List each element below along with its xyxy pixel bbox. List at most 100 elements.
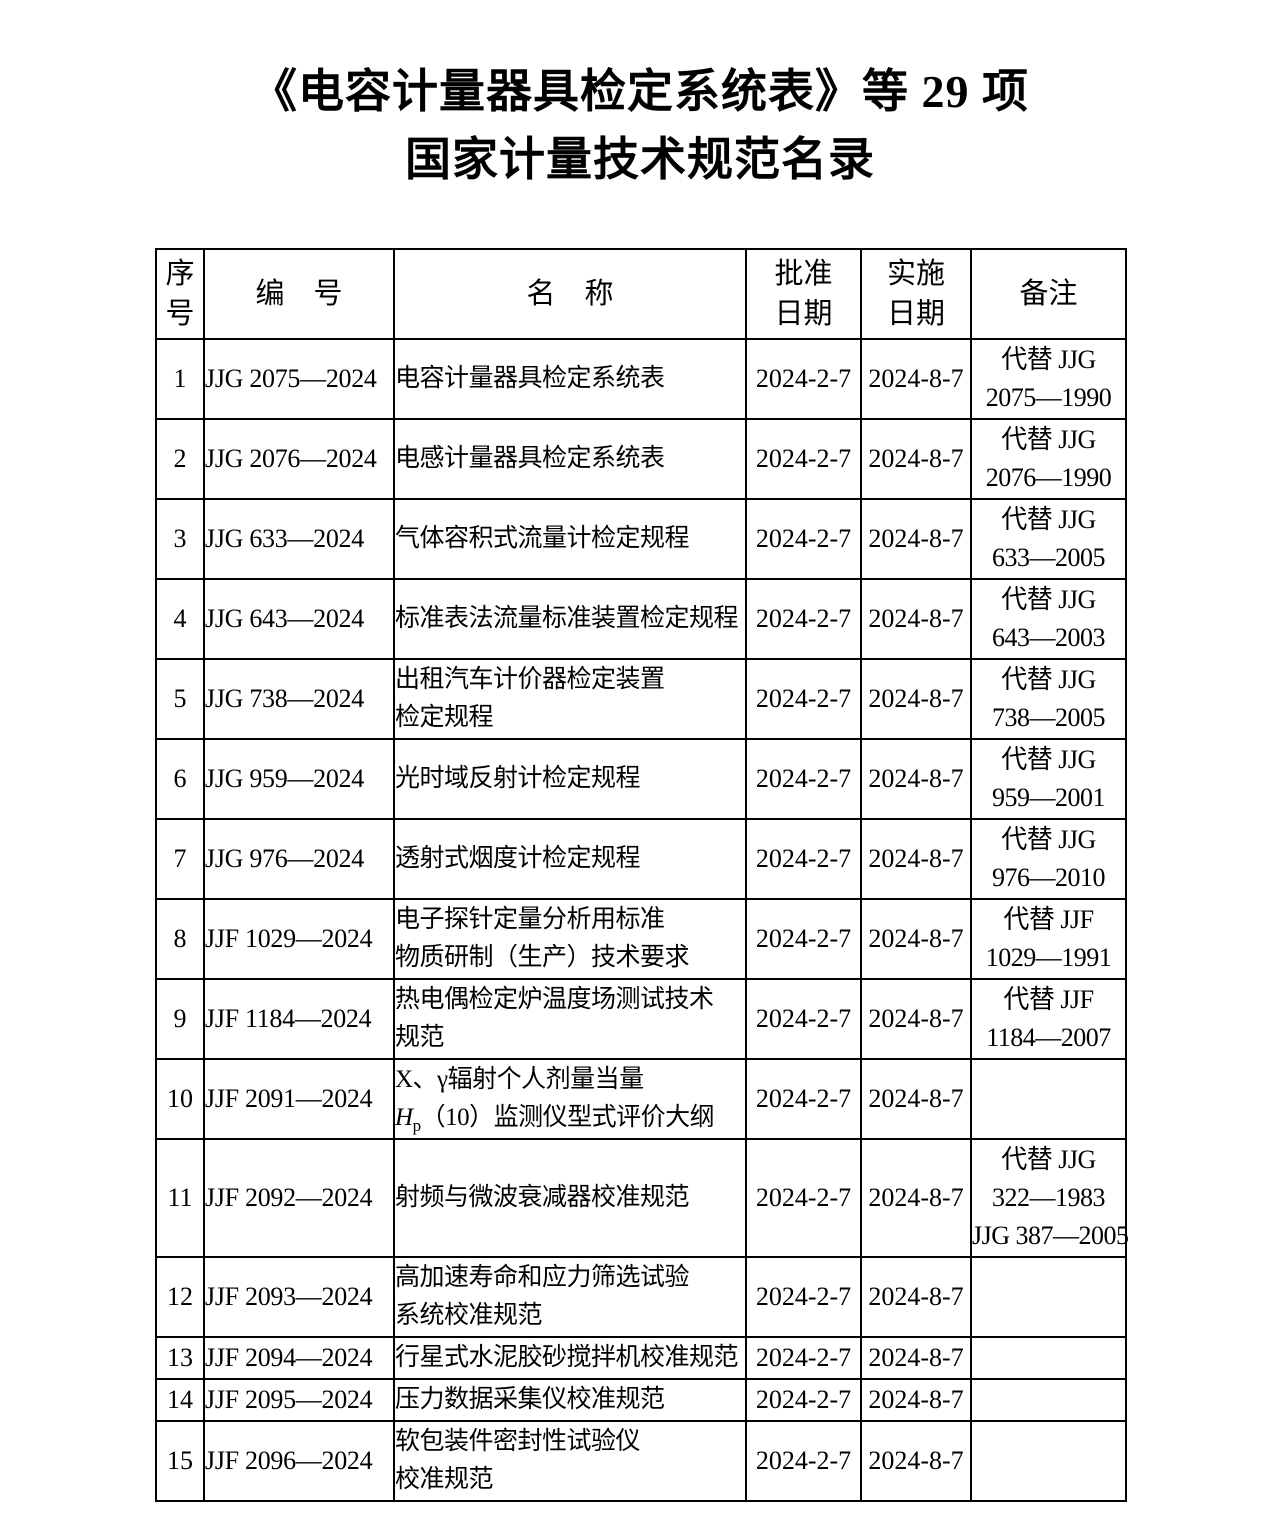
- row-approval-date-cell: 2024-2-7: [745, 1138, 862, 1258]
- row-remark-cell: 代替 JJG 322—1983 JJG 387—2005: [970, 1138, 1129, 1258]
- row-remark-cell: 代替 JJG 738—2005: [970, 658, 1127, 740]
- row-name-cell: 热电偶检定炉温度场测试技术 规范: [393, 978, 747, 1060]
- row-impl-date-cell: 2024-8-7: [860, 898, 972, 980]
- row-remark-cell: 代替 JJG 2076—1990: [970, 418, 1127, 500]
- row-name-cell: X、γ辐射个人剂量当量 Hp（10）监测仪型式评价大纲: [393, 1058, 747, 1140]
- row-impl-date-cell: 2024-8-7: [860, 738, 972, 820]
- row-impl-date-cell: 2024-8-7: [860, 498, 972, 580]
- row-no-cell: 7: [155, 818, 205, 900]
- row-remark-cell: 代替 JJG 976—2010: [970, 818, 1127, 900]
- row-remark-cell: 代替 JJF 1029—1991: [970, 898, 1127, 980]
- table-row: 15 JJF 2096—2024 软包装件密封性试验仪 校准规范 2024-2-7…: [155, 1420, 1127, 1502]
- row-impl-date-cell: 2024-8-7: [860, 1138, 972, 1258]
- table-row: 7 JJG 976—2024 透射式烟度计检定规程 2024-2-7 2024-…: [155, 818, 1127, 900]
- table-header-row: 序 号 编 号 名 称 批准 日期 实施 日期 备注: [155, 248, 1127, 340]
- row-code-cell: JJF 2096—2024: [203, 1420, 395, 1502]
- row-name-cell: 气体容积式流量计检定规程: [393, 498, 747, 580]
- row-code-cell: JJF 1029—2024: [203, 898, 395, 980]
- row-approval-date-cell: 2024-2-7: [745, 418, 862, 500]
- row-no-cell: 6: [155, 738, 205, 820]
- table-body: 1 JJG 2075—2024 电容计量器具检定系统表 2024-2-7 202…: [155, 338, 1129, 1502]
- row-remark-cell: [970, 1336, 1127, 1380]
- row-impl-date-cell: 2024-8-7: [860, 338, 972, 420]
- row-impl-date-cell: 2024-8-7: [860, 658, 972, 740]
- row-name-cell: 透射式烟度计检定规程: [393, 818, 747, 900]
- row-code-cell: JJF 2094—2024: [203, 1336, 395, 1380]
- table-row: 8 JJF 1029—2024 电子探针定量分析用标准 物质研制（生产）技术要求 …: [155, 898, 1127, 980]
- row-impl-date-cell: 2024-8-7: [860, 978, 972, 1060]
- row-code-cell: JJF 2093—2024: [203, 1256, 395, 1338]
- row-code-cell: JJG 959—2024: [203, 738, 395, 820]
- row-no-cell: 12: [155, 1256, 205, 1338]
- row-impl-date-cell: 2024-8-7: [860, 418, 972, 500]
- row-name-cell: 高加速寿命和应力筛选试验 系统校准规范: [393, 1256, 747, 1338]
- row-no-cell: 10: [155, 1058, 205, 1140]
- row-impl-date-cell: 2024-8-7: [860, 818, 972, 900]
- row-code-cell: JJF 2095—2024: [203, 1378, 395, 1422]
- row-remark-cell: [970, 1058, 1127, 1140]
- row-name-cell: 出租汽车计价器检定装置 检定规程: [393, 658, 747, 740]
- row-impl-date-cell: 2024-8-7: [860, 1420, 972, 1502]
- row-impl-date-cell: 2024-8-7: [860, 1378, 972, 1422]
- table-row: 4 JJG 643—2024 标准表法流量标准装置检定规程 2024-2-7 2…: [155, 578, 1127, 660]
- header-impl-date: 实施 日期: [860, 248, 972, 340]
- row-approval-date-cell: 2024-2-7: [745, 1058, 862, 1140]
- row-code-cell: JJG 738—2024: [203, 658, 395, 740]
- row-approval-date-cell: 2024-2-7: [745, 578, 862, 660]
- row-remark-cell: 代替 JJF 1184—2007: [970, 978, 1127, 1060]
- row-approval-date-cell: 2024-2-7: [745, 898, 862, 980]
- row-code-cell: JJG 633—2024: [203, 498, 395, 580]
- row-impl-date-cell: 2024-8-7: [860, 578, 972, 660]
- header-name: 名 称: [393, 248, 747, 340]
- document-title-line2: 国家计量技术规范名录: [405, 134, 875, 185]
- row-no-cell: 8: [155, 898, 205, 980]
- header-code: 编 号: [203, 248, 395, 340]
- row-no-cell: 9: [155, 978, 205, 1060]
- row-code-cell: JJG 976—2024: [203, 818, 395, 900]
- row-approval-date-cell: 2024-2-7: [745, 738, 862, 820]
- row-remark-cell: [970, 1420, 1127, 1502]
- row-no-cell: 5: [155, 658, 205, 740]
- row-name-cell: 标准表法流量标准装置检定规程: [393, 578, 747, 660]
- specs-table: 序 号 编 号 名 称 批准 日期 实施 日期 备注 1 JJG 2075—20…: [155, 248, 1129, 1502]
- row-approval-date-cell: 2024-2-7: [745, 818, 862, 900]
- table-row: 5 JJG 738—2024 出租汽车计价器检定装置 检定规程 2024-2-7 …: [155, 658, 1127, 740]
- row-approval-date-cell: 2024-2-7: [745, 1256, 862, 1338]
- row-name-cell: 软包装件密封性试验仪 校准规范: [393, 1420, 747, 1502]
- row-approval-date-cell: 2024-2-7: [745, 1420, 862, 1502]
- row-name-cell: 射频与微波衰减器校准规范: [393, 1138, 747, 1258]
- table-row: 12 JJF 2093—2024 高加速寿命和应力筛选试验 系统校准规范 2024…: [155, 1256, 1127, 1338]
- row-impl-date-cell: 2024-8-7: [860, 1058, 972, 1140]
- row-approval-date-cell: 2024-2-7: [745, 658, 862, 740]
- document-title: 《电容计量器具检定系统表》等 29 项 国家计量技术规范名录: [0, 0, 1280, 194]
- row-no-cell: 15: [155, 1420, 205, 1502]
- table-row: 1 JJG 2075—2024 电容计量器具检定系统表 2024-2-7 202…: [155, 338, 1127, 420]
- table-row: 9 JJF 1184—2024 热电偶检定炉温度场测试技术 规范 2024-2-7…: [155, 978, 1127, 1060]
- row-name-cell: 电感计量器具检定系统表: [393, 418, 747, 500]
- table-row: 11 JJF 2092—2024 射频与微波衰减器校准规范 2024-2-7 2…: [155, 1138, 1129, 1258]
- row-name-cell: 光时域反射计检定规程: [393, 738, 747, 820]
- row-code-cell: JJG 643—2024: [203, 578, 395, 660]
- row-no-cell: 11: [155, 1138, 205, 1258]
- row-no-cell: 13: [155, 1336, 205, 1380]
- table-row: 10 JJF 2091—2024 X、γ辐射个人剂量当量 Hp（10）监测仪型式评…: [155, 1058, 1127, 1140]
- document-title-line1: 《电容计量器具检定系统表》等 29 项: [251, 66, 1029, 117]
- row-remark-cell: [970, 1256, 1127, 1338]
- row-remark-cell: 代替 JJG 2075—1990: [970, 338, 1127, 420]
- header-approval-date: 批准 日期: [745, 248, 862, 340]
- row-remark-cell: 代替 JJG 643—2003: [970, 578, 1127, 660]
- table-row: 6 JJG 959—2024 光时域反射计检定规程 2024-2-7 2024-…: [155, 738, 1127, 820]
- table-row: 3 JJG 633—2024 气体容积式流量计检定规程 2024-2-7 202…: [155, 498, 1127, 580]
- row-no-cell: 14: [155, 1378, 205, 1422]
- table-row: 2 JJG 2076—2024 电感计量器具检定系统表 2024-2-7 202…: [155, 418, 1127, 500]
- row-no-cell: 4: [155, 578, 205, 660]
- row-approval-date-cell: 2024-2-7: [745, 1336, 862, 1380]
- row-approval-date-cell: 2024-2-7: [745, 978, 862, 1060]
- row-remark-cell: 代替 JJG 633—2005: [970, 498, 1127, 580]
- row-name-cell: 压力数据采集仪校准规范: [393, 1378, 747, 1422]
- header-remark: 备注: [970, 248, 1127, 340]
- row-no-cell: 1: [155, 338, 205, 420]
- row-remark-cell: 代替 JJG 959—2001: [970, 738, 1127, 820]
- row-code-cell: JJF 2092—2024: [203, 1138, 395, 1258]
